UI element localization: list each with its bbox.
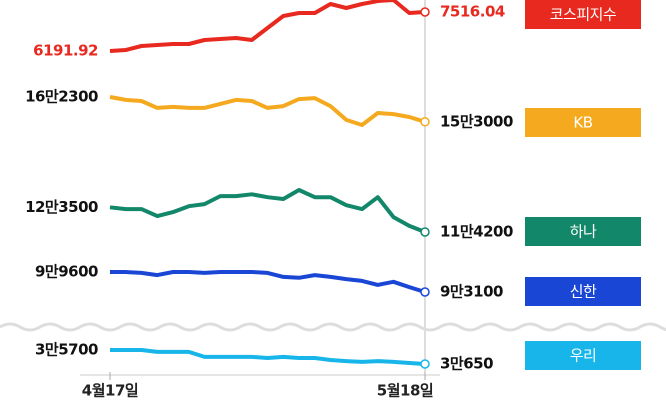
value-label: 9만3100 xyxy=(440,283,503,301)
end-point xyxy=(420,287,430,297)
end-point xyxy=(420,7,430,17)
value-label: 3만650 xyxy=(440,355,493,373)
value-label: 7516.04 xyxy=(440,3,505,21)
legend-box xyxy=(525,277,641,306)
legend-box xyxy=(525,217,641,246)
legend-box xyxy=(525,108,641,137)
end-point xyxy=(420,359,430,369)
series-line xyxy=(110,270,426,294)
value-label: 15만3000 xyxy=(440,112,513,130)
value-label: 3만5700 xyxy=(35,341,98,359)
end-point xyxy=(420,227,430,237)
legend-text: 우리 xyxy=(570,347,597,365)
x-tick-label: 4월17일 xyxy=(82,382,138,400)
legend-box xyxy=(525,341,641,370)
legend-text: KB xyxy=(573,114,592,132)
value-label: 16만2300 xyxy=(25,88,98,106)
value-label: 9만9600 xyxy=(35,263,98,281)
legend-text: 신한 xyxy=(570,283,597,301)
value-label: 11만4200 xyxy=(440,223,513,241)
legend-text: 하나 xyxy=(570,223,597,241)
series-line xyxy=(109,0,426,53)
end-point xyxy=(420,117,430,127)
series-line xyxy=(109,188,426,234)
value-label: 12만3500 xyxy=(25,198,98,216)
series-line xyxy=(110,348,426,366)
series-line xyxy=(109,95,426,127)
legend-text: 코스피지수 xyxy=(550,6,617,24)
legend-box xyxy=(525,0,641,29)
axis-break xyxy=(0,322,666,332)
value-label: 6191.92 xyxy=(33,42,98,60)
x-tick-label: 5월18일 xyxy=(377,382,433,400)
